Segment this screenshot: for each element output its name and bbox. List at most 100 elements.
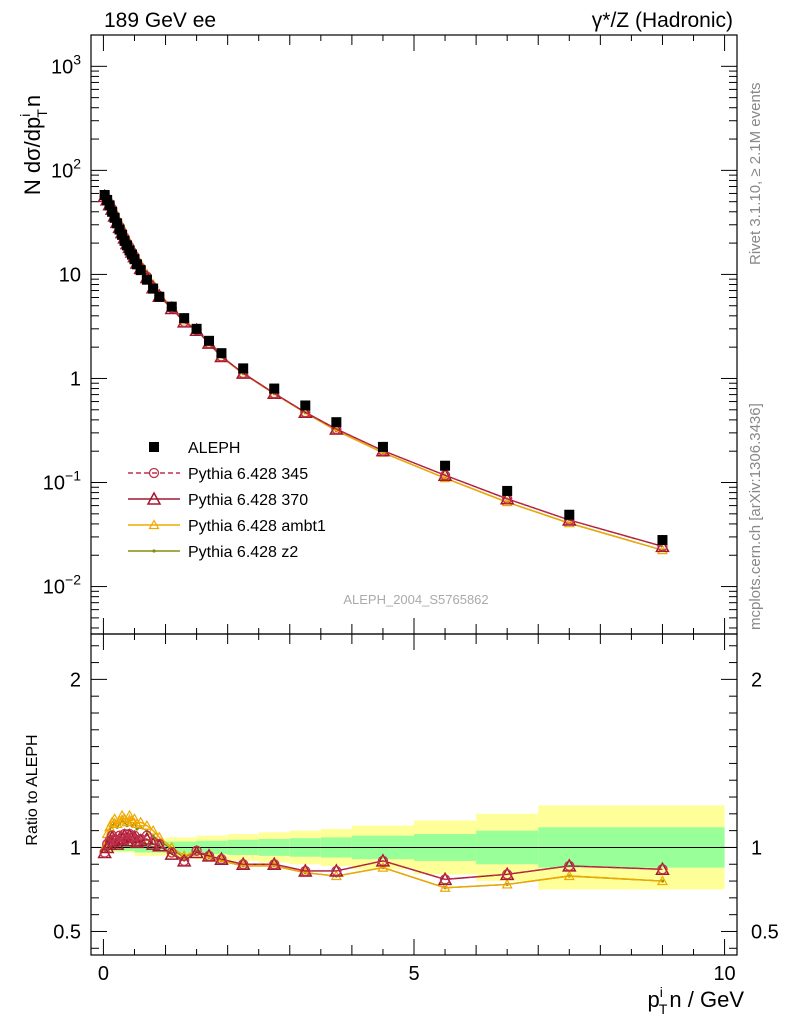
legend-marker-aleph: [149, 442, 159, 452]
ratio-series: [97, 809, 670, 892]
aleph-data-point: [204, 335, 215, 346]
ratio-point-p370: [164, 846, 180, 860]
rivet-label: Rivet 3.1.10, ≥ 2.1M events: [747, 83, 764, 266]
aleph-data-point: [216, 348, 227, 359]
aleph-data-point: [109, 212, 120, 223]
legend-marker-z2: [152, 549, 156, 553]
ylabel-main-suffix: n: [20, 95, 45, 107]
mcplots-label: mcplots.cern.ch [arXiv:1306.3436]: [747, 403, 764, 630]
ratio-point-p345: [166, 847, 177, 858]
series-point-ambt1: [501, 496, 513, 507]
main-series: [97, 188, 670, 555]
analysis-watermark: ALEPH_2004_S5765862: [343, 592, 488, 607]
aleph-data-point: [141, 274, 152, 285]
ylabel-main-sub: T: [34, 109, 50, 118]
series-point-ambt1: [439, 472, 451, 483]
y-axis-label-main: N dσ/dpiTn: [17, 95, 50, 195]
ratio-point-ambt1: [109, 813, 121, 823]
ylabel-main-sup: i: [17, 114, 33, 117]
aleph-data-point: [114, 224, 125, 235]
ratio-point-p345: [104, 835, 115, 846]
ratio-point-z2: [151, 834, 155, 838]
tick-label: 10: [59, 264, 81, 286]
aleph-data-point: [117, 229, 128, 240]
aleph-data-point: [129, 254, 140, 265]
ratio-point-p345: [102, 838, 113, 850]
series-point-ambt1: [656, 544, 668, 555]
legend-label-p345: Pythia 6.428 345: [188, 466, 308, 483]
ratio-point-p345: [439, 874, 451, 885]
aleph-data-point: [112, 218, 123, 229]
tick-label: 1: [70, 368, 81, 390]
axis-ticks: 10−2 10−1 1 10 102 103 0.5 0.5 1 1 2 2 0 5 10: [43, 34, 779, 985]
aleph-data-point: [102, 194, 113, 205]
aleph-data-point: [238, 363, 249, 374]
ratio-point-p345: [135, 833, 146, 845]
ratio-point-ambt1: [439, 882, 451, 892]
aleph-data-point: [179, 313, 190, 324]
aleph-data-point: [191, 323, 202, 334]
ratio-point-p345: [216, 854, 227, 865]
ratio-point-ambt1: [147, 824, 159, 835]
ratio-point-ambt1: [377, 861, 389, 872]
tick-label: 103: [51, 51, 81, 78]
ratio-point-ambt1: [104, 821, 116, 832]
aleph-data-point: [148, 283, 159, 294]
legend-marker-p345: [148, 467, 160, 479]
ratio-point-ambt1: [123, 809, 136, 820]
ratio-point-ambt1: [141, 819, 153, 830]
ratio-point-p345: [179, 855, 190, 867]
aleph-data-point: [331, 417, 342, 428]
aleph-data-point: [131, 259, 142, 270]
ratio-point-p345: [269, 859, 280, 870]
legend-label-z2: Pythia 6.428 z2: [188, 544, 298, 561]
ratio-point-ambt1: [656, 875, 668, 886]
ratio-point-ambt1: [178, 850, 190, 860]
ratio-point-p345: [564, 860, 575, 872]
ratio-point-p345: [154, 838, 165, 850]
aleph-data-point: [440, 460, 451, 471]
ratio-point-p345: [141, 830, 153, 841]
ratio-point-ambt1: [563, 870, 575, 881]
legend-marker-ambt1: [148, 519, 160, 530]
legend-label-aleph: ALEPH: [188, 440, 240, 457]
tick-label: 5: [408, 963, 419, 985]
tick-label: 2: [70, 669, 81, 691]
ratio-point-p345: [377, 855, 389, 867]
tick-label: 2: [751, 669, 762, 691]
aleph-data-point: [564, 509, 575, 520]
aleph-data-point: [122, 240, 133, 251]
series-point-p345: [439, 470, 451, 481]
tick-label: 0.5: [751, 921, 779, 943]
tick-label: 1: [70, 837, 81, 859]
tick-label: 10−1: [43, 468, 81, 495]
legend-marker-p370: [146, 491, 162, 505]
ratio-point-p345: [502, 869, 513, 880]
ratio-point-ambt1: [126, 814, 138, 825]
aleph-data-point: [135, 265, 146, 276]
aleph-data-point: [104, 200, 115, 211]
ratio-point-ambt1: [135, 816, 147, 827]
xlabel-suffix: n / GeV: [669, 987, 744, 1012]
ratio-point-p370: [189, 844, 204, 859]
ratio-panel-frame: [90, 633, 738, 956]
header-right: γ*/Z (Hadronic): [592, 9, 733, 32]
aleph-data-point: [502, 485, 513, 496]
tick-label: 10−2: [43, 572, 81, 599]
ratio-point-ambt1: [501, 878, 513, 889]
xlabel-sub: T: [659, 1001, 668, 1017]
header-left: 189 GeV ee: [104, 9, 216, 32]
ratio-point-p345: [129, 830, 140, 841]
aleph-data-point: [107, 206, 118, 217]
xlabel-sup: i: [660, 984, 663, 1000]
legend: ALEPH Pythia 6.428 345 Pythia 6.428 370 Pyt…: [128, 440, 326, 561]
ratio-point-p345: [147, 837, 159, 848]
ratio-point-p345: [238, 859, 249, 870]
tick-label: 1: [751, 837, 762, 859]
ratio-point-ambt1: [166, 841, 178, 852]
ratio-point-p345: [657, 864, 668, 875]
aleph-data-point: [269, 383, 280, 394]
ratio-point-ambt1: [128, 813, 141, 823]
legend-label-p370: Pythia 6.428 370: [188, 492, 308, 509]
